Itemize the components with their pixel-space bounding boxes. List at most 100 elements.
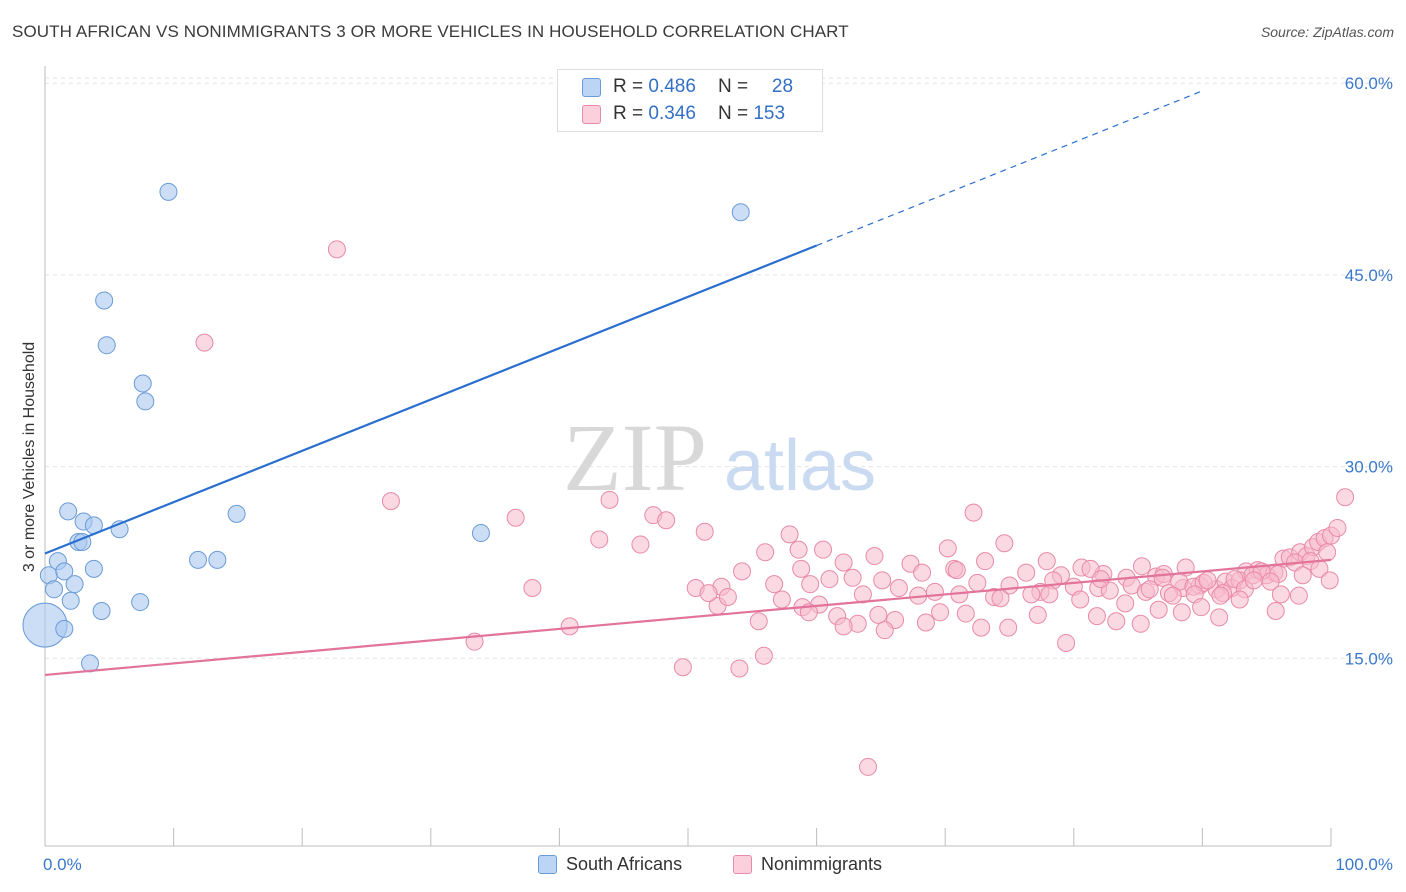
south-africans-point [731,203,750,222]
x-tick-labels: 0.0% 100.0% [43,855,1393,874]
nonimmigrants-point [327,240,346,259]
nonimmigrants-point [789,540,808,559]
nonimmigrants-point [859,757,878,776]
nonimmigrants-point [1116,594,1135,613]
nonimmigrants-point [1140,580,1159,599]
nonimmigrants-point [754,646,773,665]
nonimmigrants-point [1244,571,1263,590]
south-africans-point [45,580,64,599]
nonimmigrants-point [657,511,676,530]
y-tick-label: 30.0% [1345,458,1393,477]
axes [44,66,1332,847]
nonimmigrants-point [1318,543,1337,562]
nonimmigrants-point [843,568,862,587]
nonimmigrants-point [834,617,853,636]
nonimmigrants-point [931,603,950,622]
nonimmigrants-point [968,573,987,592]
nonimmigrants-point [733,562,752,581]
bottom-legend-swatch-blue [538,854,557,874]
nonimmigrants-point [1336,488,1355,507]
nonimmigrants-point [873,571,892,590]
nonimmigrants-point [834,553,853,572]
south-africans-point [61,591,80,610]
nonimmigrants-point [1149,600,1168,619]
legend-n-label: N = [717,76,749,97]
watermark-atlas: atlas [724,426,876,506]
nonimmigrants-point [631,535,650,554]
nonimmigrants-point [865,547,884,566]
y-tick-label: 45.0% [1345,266,1393,285]
nonimmigrants-point [749,612,768,631]
nonimmigrants-point [814,540,833,559]
nonimmigrants-point [756,543,775,562]
nonimmigrants-point [792,559,811,578]
y-tick-labels: 15.0% 30.0% 45.0% 60.0% [1345,74,1393,668]
legend-n-label: N = [717,103,749,124]
south-africans-point [189,550,208,569]
south-africans-point [55,619,74,638]
south-africans-point [95,291,114,310]
south-africans-point [65,575,84,594]
south-africans-point [84,559,103,578]
legend-r-value: 0.346 [648,103,696,124]
legend-row-south-africans: R = 0.486 N = 28 [582,75,793,99]
nonimmigrants-points [195,240,1355,776]
nonimmigrants-point [1172,603,1191,622]
nonimmigrants-point [699,584,718,603]
nonimmigrants-point [1071,590,1090,609]
nonimmigrants-trend-line [44,558,1332,677]
nonimmigrants-point [1293,566,1312,585]
nonimmigrants-point [523,579,542,598]
south-africans-point [131,593,150,612]
nonimmigrants-point [1271,585,1290,604]
nonimmigrants-point [1037,552,1056,571]
chart-title: SOUTH AFRICAN VS NONIMMIGRANTS 3 OR MORE… [12,22,849,41]
nonimmigrants-point [1107,612,1126,631]
nonimmigrants-point [673,658,692,677]
nonimmigrants-point [730,659,749,678]
x-tick-label: 100.0% [1335,855,1393,874]
nonimmigrants-point [991,589,1010,608]
nonimmigrants-point [1211,586,1230,605]
bottom-legend-nonimmigrants: Nonimmigrants [733,852,882,876]
nonimmigrants-point [1289,586,1308,605]
bottom-legend-south-africans: South Africans [538,852,682,876]
south-africans-point [92,602,111,621]
bottom-legend-label: Nonimmigrants [761,853,883,874]
watermark: ZIP atlas [563,404,876,511]
nonimmigrants-point [600,490,619,509]
south-africans-point [471,524,490,543]
y-axis-title: 3 or more Vehicles in Household [21,341,38,573]
nonimmigrants-point [889,579,908,598]
nonimmigrants-point [1022,585,1041,604]
nonimmigrants-point [947,561,966,580]
bottom-legend-label: South Africans [566,853,683,874]
nonimmigrants-point [1017,563,1036,582]
nonimmigrants-point [995,534,1014,553]
nonimmigrants-point [1198,571,1217,590]
nonimmigrants-point [820,570,839,589]
nonimmigrants-point [1328,518,1347,537]
nonimmigrants-point [869,605,888,624]
nonimmigrants-point [972,618,991,637]
nonimmigrants-point [695,522,714,541]
south-africans-trend-line [44,244,818,555]
nonimmigrants-point [1028,605,1047,624]
x-tick-label: 0.0% [43,855,82,874]
south-africans-trend-extension [816,90,1203,247]
nonimmigrants-point [938,539,957,558]
south-africans-point [55,562,74,581]
south-africans-point [136,392,155,411]
legend-swatch-blue [582,77,601,97]
nonimmigrants-point [976,552,995,571]
nonimmigrants-point [925,582,944,601]
nonimmigrants-point [590,530,609,549]
nonimmigrants-point [1131,614,1150,633]
legend-n-value: 28 [771,76,794,97]
nonimmigrants-point [913,563,932,582]
legend-r-value: 0.486 [648,76,696,97]
nonimmigrants-point [956,604,975,623]
trend-lines [44,90,1332,677]
south-africans-point [208,550,227,569]
